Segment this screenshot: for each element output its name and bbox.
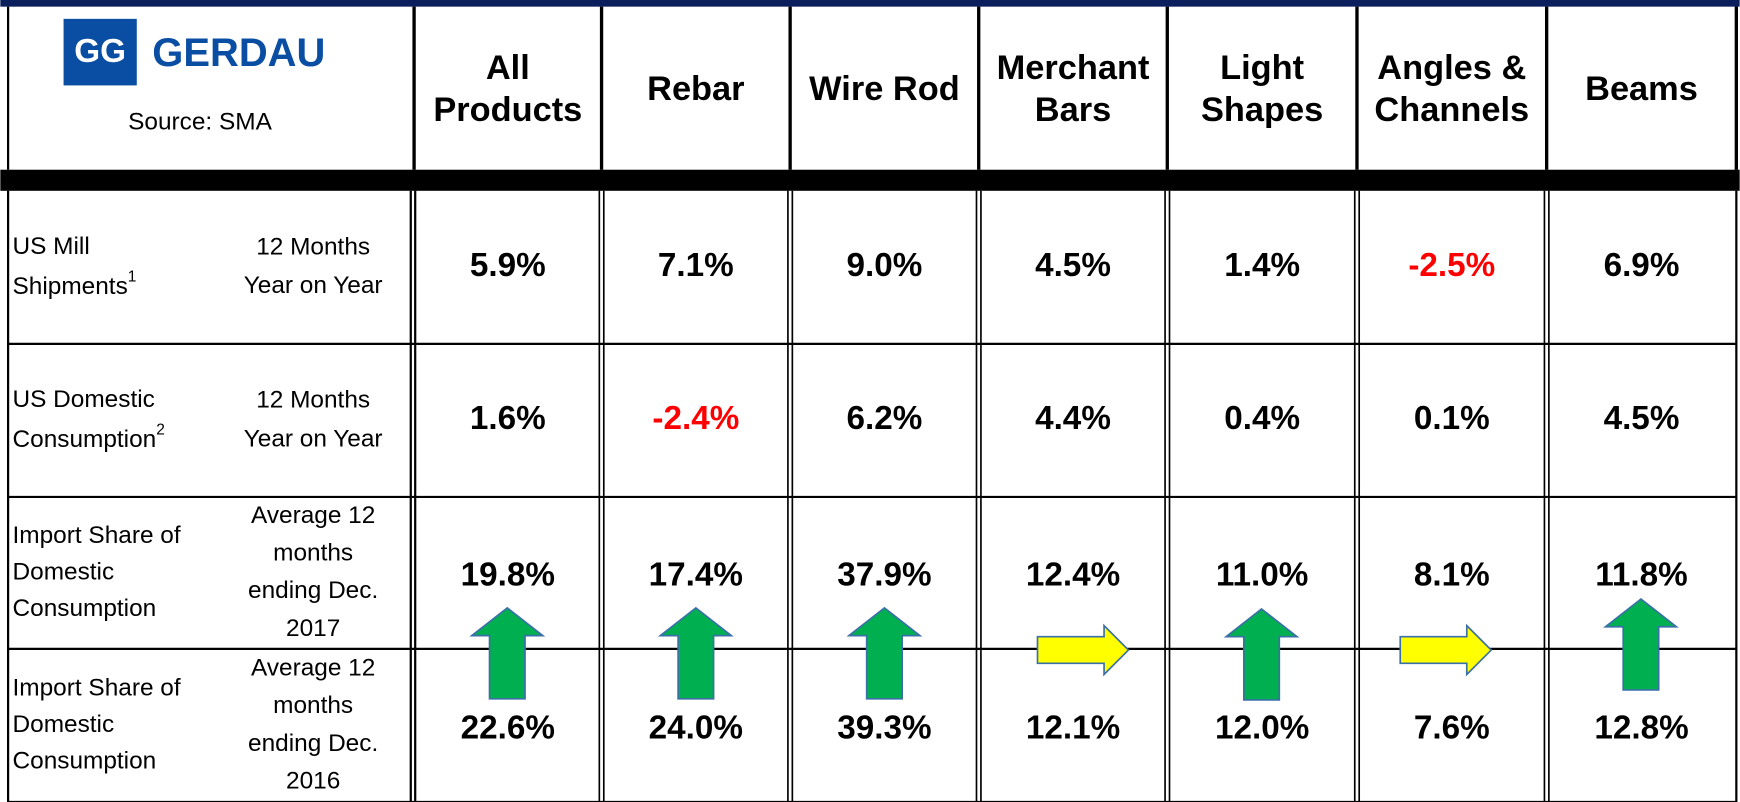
value: 1.4% xyxy=(1224,247,1300,284)
header-band xyxy=(0,169,1740,191)
value: 9.0% xyxy=(847,247,923,284)
logo-square xyxy=(63,18,137,86)
value: 0.1% xyxy=(1414,400,1490,437)
value: -2.4% xyxy=(652,400,739,437)
row-period: 2017 xyxy=(286,615,340,642)
row-period: Year on Year xyxy=(244,425,383,452)
value: 12.1% xyxy=(1026,710,1120,747)
column-header: Wire Rod xyxy=(809,70,960,108)
value: 4.4% xyxy=(1035,400,1111,437)
value: 8.1% xyxy=(1414,557,1490,594)
value: 4.5% xyxy=(1604,400,1680,437)
row-period: Average 12 xyxy=(251,654,375,681)
value: 1.6% xyxy=(470,400,546,437)
row-label: Domestic xyxy=(13,711,115,738)
right-arrow xyxy=(1036,623,1130,677)
row-period: Year on Year xyxy=(244,272,383,299)
value: 39.3% xyxy=(837,710,931,747)
row-label: Consumption xyxy=(13,748,157,775)
top-bar xyxy=(0,0,1740,7)
row-label: Import Share of xyxy=(13,522,181,549)
source: Source: SMA xyxy=(128,109,272,136)
row-period: ending Dec. xyxy=(248,577,378,604)
logo-text: GERDAU xyxy=(152,31,325,75)
row-period: 12 Months xyxy=(256,386,370,413)
value: 7.6% xyxy=(1414,710,1490,747)
value: 12.0% xyxy=(1215,710,1309,747)
row-label: Import Share of xyxy=(13,674,181,701)
column-header: Rebar xyxy=(647,70,744,108)
value: 7.1% xyxy=(658,247,734,284)
value: 37.9% xyxy=(837,557,931,594)
column-header: Angles & xyxy=(1377,49,1526,87)
value: 4.5% xyxy=(1035,247,1111,284)
up-arrow xyxy=(846,606,923,700)
value: 6.2% xyxy=(847,400,923,437)
row-label: US Domestic xyxy=(13,386,155,413)
value: 17.4% xyxy=(649,557,743,594)
row-label: Domestic xyxy=(13,558,115,585)
row-label: Consumption2 xyxy=(13,421,165,452)
row-period: ending Dec. xyxy=(248,730,378,757)
value: 6.9% xyxy=(1604,247,1680,284)
column-header: Beams xyxy=(1585,70,1698,108)
row-period: months xyxy=(273,692,353,719)
value: 12.8% xyxy=(1594,710,1688,747)
logo-mark: GG xyxy=(74,33,126,70)
row-period: Average 12 xyxy=(251,502,375,529)
column-header: Bars xyxy=(1035,91,1111,129)
column-header: Merchant xyxy=(997,49,1150,87)
up-arrow xyxy=(657,606,734,700)
column-header: Light xyxy=(1220,49,1305,87)
row-label: Consumption xyxy=(13,595,157,622)
up-arrow xyxy=(1223,607,1300,701)
value: 11.8% xyxy=(1595,557,1688,594)
column-header: Products xyxy=(433,91,582,129)
row-period: 12 Months xyxy=(256,233,370,260)
footnote-mark: 2 xyxy=(156,421,165,438)
row-label: US Mill xyxy=(13,233,90,260)
value: 5.9% xyxy=(470,247,546,284)
value: 11.0% xyxy=(1216,557,1309,594)
value: 0.4% xyxy=(1224,400,1300,437)
value: 12.4% xyxy=(1026,557,1120,594)
row-period: 2016 xyxy=(286,767,340,794)
value: 22.6% xyxy=(461,710,555,747)
column-header: Shapes xyxy=(1201,91,1323,129)
value: 24.0% xyxy=(649,710,743,747)
row-period: months xyxy=(273,540,353,567)
value: 19.8% xyxy=(461,557,555,594)
footnote-mark: 1 xyxy=(128,268,137,285)
row-label: Shipments1 xyxy=(13,268,137,299)
right-arrow xyxy=(1399,623,1493,677)
column-header: All xyxy=(486,49,530,87)
column-header: Channels xyxy=(1374,91,1529,129)
arrows xyxy=(469,597,1679,701)
up-arrow xyxy=(469,606,546,700)
value: -2.5% xyxy=(1408,247,1495,284)
up-arrow xyxy=(1603,597,1679,691)
